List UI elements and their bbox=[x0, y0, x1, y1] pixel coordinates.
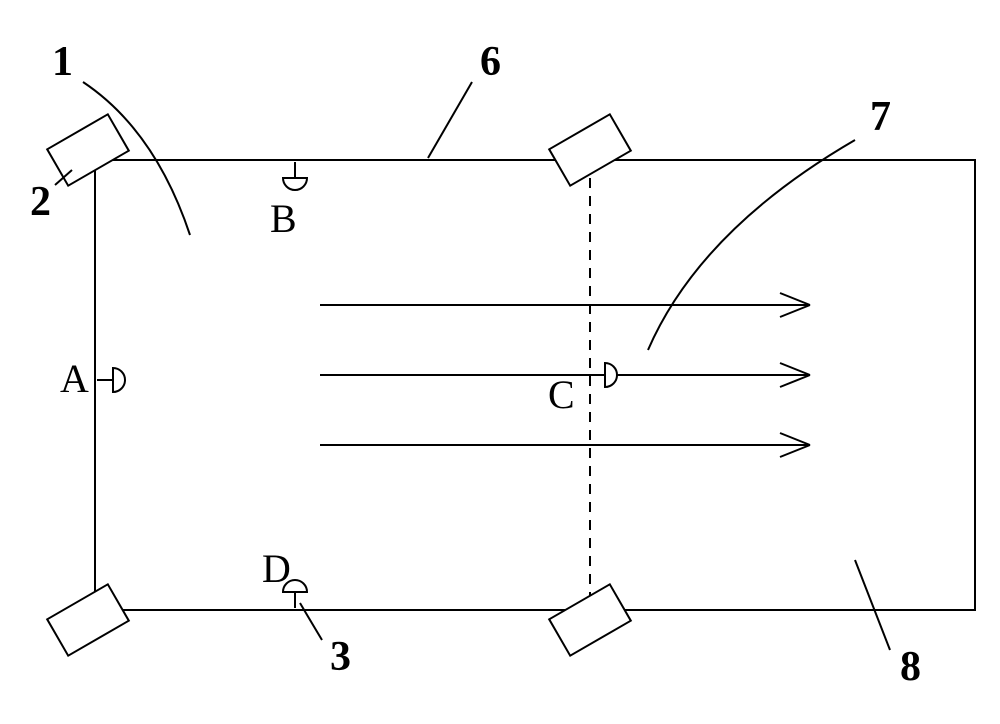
main-rect bbox=[95, 160, 975, 610]
callout-n3: 3 bbox=[300, 603, 351, 680]
label-letter-D: D bbox=[262, 546, 291, 591]
corner-block-3 bbox=[549, 584, 631, 655]
callout-n8: 8 bbox=[855, 560, 921, 690]
flow-arrow-2 bbox=[320, 433, 810, 457]
label-letter-B: B bbox=[270, 196, 297, 241]
corner-block-1 bbox=[549, 114, 631, 185]
callout-number-n2: 2 bbox=[30, 179, 51, 225]
callout-number-n3: 3 bbox=[330, 634, 351, 680]
flow-arrow-0 bbox=[320, 293, 810, 317]
corner-block-2 bbox=[47, 584, 129, 655]
callout-number-n8: 8 bbox=[900, 644, 921, 690]
callout-n7: 7 bbox=[648, 94, 891, 350]
sensor-C bbox=[589, 363, 617, 387]
corner-block-0 bbox=[47, 114, 129, 185]
label-letter-A: A bbox=[60, 356, 89, 401]
callout-number-n7: 7 bbox=[870, 94, 891, 140]
callout-n6: 6 bbox=[428, 39, 501, 158]
sensor-B bbox=[283, 162, 307, 190]
callout-number-n6: 6 bbox=[480, 39, 501, 85]
sensor-A bbox=[97, 368, 125, 392]
label-letter-C: C bbox=[548, 372, 575, 417]
callout-number-n1: 1 bbox=[52, 39, 73, 85]
